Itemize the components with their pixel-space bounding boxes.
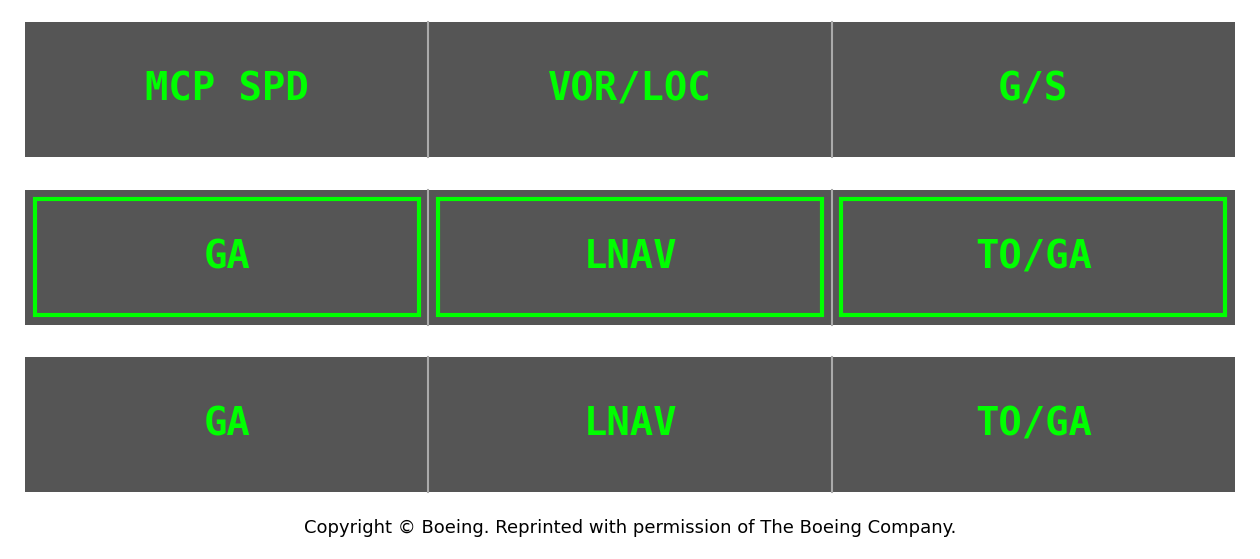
Text: G/S: G/S (998, 71, 1068, 109)
Text: LNAV: LNAV (583, 238, 677, 276)
Bar (25, 190, 1235, 325)
Bar (35, 199, 418, 315)
Bar (842, 199, 1225, 315)
Text: GA: GA (203, 238, 251, 276)
Bar (25, 22, 1235, 157)
Text: TO/GA: TO/GA (975, 238, 1091, 276)
Bar (25, 357, 1235, 492)
Text: Copyright © Boeing. Reprinted with permission of The Boeing Company.: Copyright © Boeing. Reprinted with permi… (304, 519, 956, 537)
Text: VOR/LOC: VOR/LOC (548, 71, 712, 109)
Bar (438, 199, 822, 315)
Text: TO/GA: TO/GA (975, 405, 1091, 443)
Text: LNAV: LNAV (583, 405, 677, 443)
Text: GA: GA (203, 405, 251, 443)
Text: MCP SPD: MCP SPD (145, 71, 309, 109)
